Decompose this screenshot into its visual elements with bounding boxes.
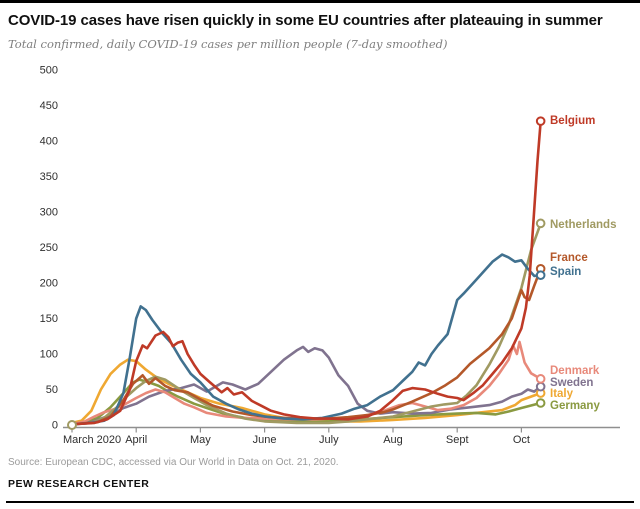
y-tick-label: 400 [40, 135, 58, 147]
series-end-marker-sweden [535, 381, 546, 392]
y-tick-label: 150 [40, 313, 58, 325]
x-tick-label: June [253, 434, 277, 446]
series-label-france: France [550, 252, 588, 264]
x-tick-label: July [319, 434, 339, 446]
series-label-belgium: Belgium [550, 115, 595, 127]
y-tick-label: 250 [40, 242, 58, 254]
y-tick-label: 350 [40, 171, 58, 183]
series-label-netherlands: Netherlands [550, 219, 616, 231]
series-line-italy [70, 358, 542, 425]
x-tick-label: March 2020 [63, 434, 121, 446]
series-line-sweden [70, 345, 542, 426]
x-tick-label: Aug [383, 434, 403, 446]
series-end-marker-belgium [535, 116, 546, 126]
series-line-netherlands [70, 222, 542, 426]
y-tick-label: 50 [46, 384, 58, 396]
y-tick-label: 450 [40, 100, 58, 112]
series-end-marker-denmark [535, 374, 546, 384]
source-note: Source: European CDC, accessed via Our W… [8, 457, 339, 468]
y-tick-label: 300 [40, 206, 58, 218]
bottom-rule [6, 501, 634, 503]
chart-subtitle: Total confirmed, daily COVID-19 cases pe… [8, 37, 448, 51]
brand-label: PEW RESEARCH CENTER [8, 478, 150, 490]
x-tick-label: May [190, 434, 211, 446]
x-tick-label: Sept [446, 434, 469, 446]
top-rule [0, 0, 640, 3]
series-label-denmark: Denmark [550, 365, 600, 377]
series-end-marker-netherlands [535, 218, 546, 229]
y-tick-label: 200 [40, 277, 58, 289]
x-tick-label: April [125, 434, 147, 446]
x-tick-label: Oct [513, 434, 530, 446]
series-line-spain [70, 253, 542, 426]
series-end-marker-spain [535, 270, 546, 280]
y-tick-label: 100 [40, 348, 58, 360]
series-label-sweden: Sweden [550, 377, 593, 389]
series-line-belgium [70, 119, 542, 426]
series-end-marker-germany [535, 398, 546, 408]
series-start-marker [67, 420, 77, 430]
y-tick-label: 0 [52, 419, 58, 431]
y-tick-label: 500 [40, 64, 58, 76]
series-label-spain: Spain [550, 266, 581, 278]
series-label-italy: Italy [550, 388, 574, 400]
chart-title: COVID-19 cases have risen quickly in som… [8, 12, 603, 29]
series-label-germany: Germany [550, 400, 600, 412]
